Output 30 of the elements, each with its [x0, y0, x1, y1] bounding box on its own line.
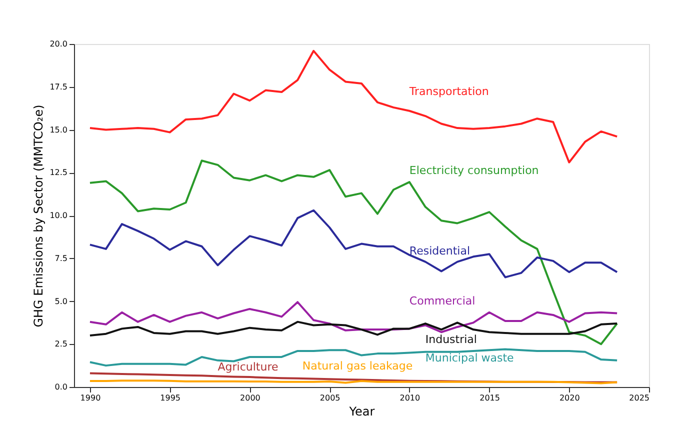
line-series: [88, 160, 618, 346]
x-tick-label: 2025: [629, 394, 650, 402]
series-label: Commercial: [409, 294, 476, 308]
x-tick-label: 1990: [80, 394, 101, 402]
y-tick-label: 17.5: [50, 82, 68, 92]
series-label: Residential: [409, 244, 470, 258]
series-label: Agriculture: [218, 360, 278, 374]
y-tick-label: 0.0: [54, 382, 68, 392]
x-tick-label: 2015: [480, 394, 500, 402]
series-label: Transportation: [408, 85, 489, 98]
x-tick-label: 1995: [160, 394, 181, 402]
y-tick-label: 12.5: [50, 168, 68, 178]
series-label: Natural gas leakage: [302, 359, 413, 372]
series-label: Municipal waste: [425, 352, 514, 365]
series-label: Electricity consumption: [409, 164, 539, 177]
x-tick-label: 2010: [400, 394, 420, 402]
y-tick-label: 15.0: [50, 125, 68, 134]
y-axis-title: GHG Emissions by Sector (MMTCO₂e): [32, 104, 46, 328]
series-label: Industrial: [425, 332, 477, 346]
x-tick-label: 2000: [240, 394, 260, 402]
y-tick-label: 2.5: [54, 340, 68, 349]
y-tick-label: 5.0: [54, 296, 68, 306]
line-series: [88, 50, 618, 164]
x-tick-label: 2005: [320, 394, 340, 402]
y-tick-label: 7.5: [54, 254, 68, 263]
line-series: [88, 209, 618, 278]
x-axis-title: Year: [348, 404, 375, 418]
y-tick-label: 20.0: [50, 40, 68, 48]
x-tick-label: 2020: [559, 394, 580, 402]
y-tick-label: 10.0: [50, 211, 68, 220]
